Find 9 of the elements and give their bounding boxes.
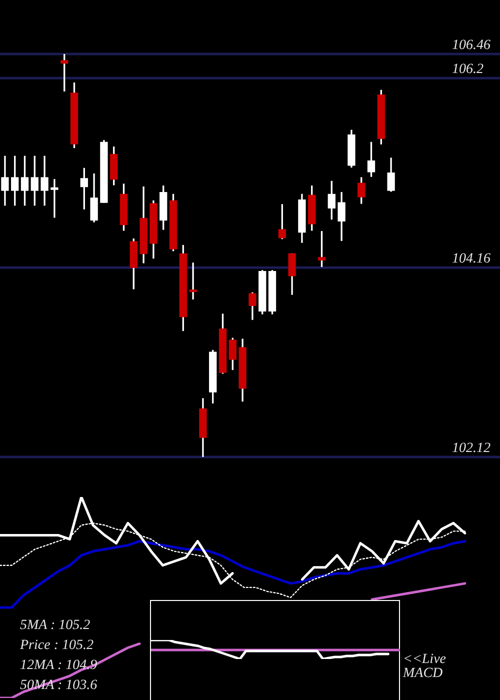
ref-line-label: 106.46 <box>452 38 490 53</box>
annotation: 5MA : 105.2 <box>20 618 90 633</box>
ref-line-label: 102.12 <box>452 441 490 456</box>
annotation: <<Live MACD <box>402 652 446 681</box>
annotation: Price : 105.2 <box>19 638 94 653</box>
ref-line-label: 106.2 <box>452 62 484 78</box>
candlestick <box>50 179 58 218</box>
candlestick <box>189 262 197 300</box>
ref-line-label: 104.16 <box>452 252 490 267</box>
